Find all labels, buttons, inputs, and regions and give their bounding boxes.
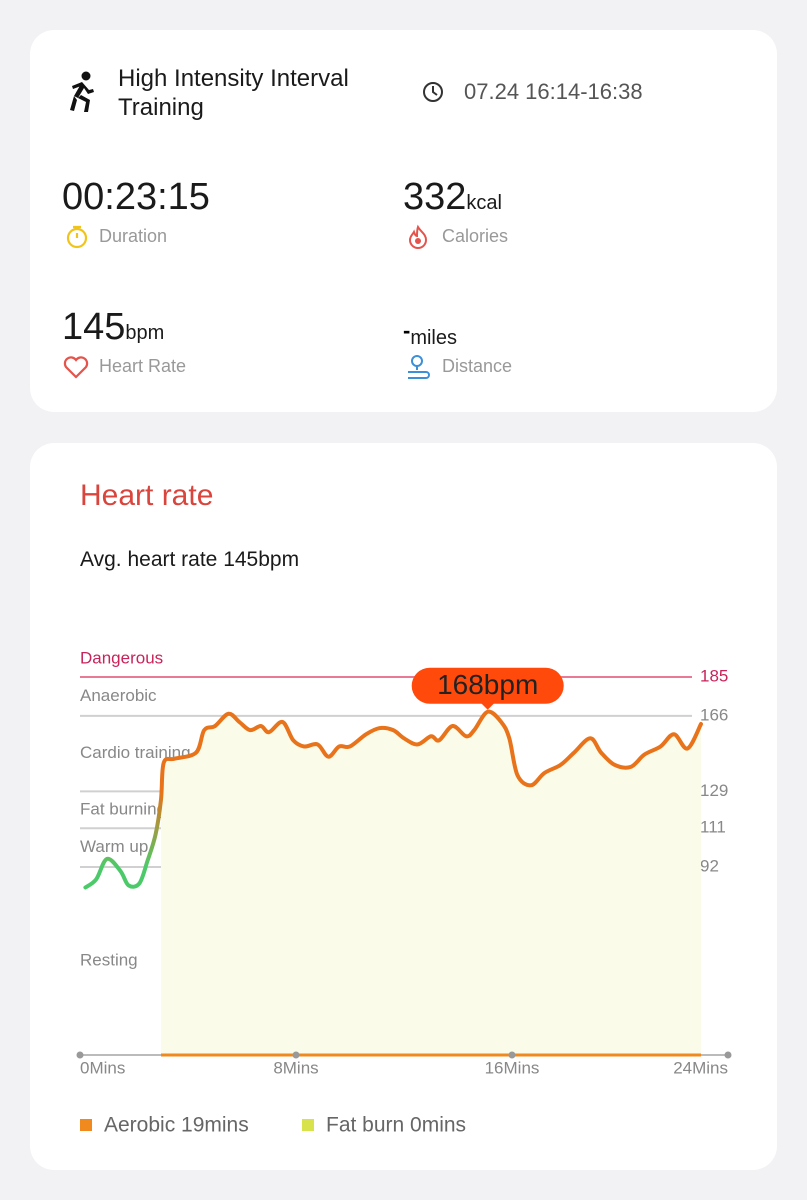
legend-swatch <box>80 1119 92 1131</box>
annotation-pointer <box>480 702 495 710</box>
zone-strip <box>161 1053 701 1057</box>
line <box>83 709 703 890</box>
stat: -miles <box>403 318 457 350</box>
summary-card <box>30 30 777 412</box>
stat-value: - <box>403 318 411 343</box>
distance-icon <box>408 355 430 379</box>
stat-value: 332 <box>403 176 467 218</box>
runner-icon <box>70 71 94 112</box>
workout-name: High Intensity Interval Training <box>118 65 349 121</box>
y-tick-label: 111 <box>700 818 726 837</box>
stat-label: Distance <box>442 356 513 376</box>
annotation-bubble <box>411 667 564 704</box>
y-tick-label: 92 <box>700 857 719 876</box>
legend-label: Fat burn 0mins <box>326 1114 466 1137</box>
legend-swatch <box>302 1119 314 1131</box>
stat-label: Heart Rate <box>99 356 187 376</box>
stat-unit: miles <box>410 327 457 349</box>
x-tick-label: 8Mins <box>273 1058 318 1077</box>
stat-unit: bpm <box>125 322 165 344</box>
zone-label: Dangerous <box>80 648 163 667</box>
y-tick-label: 166 <box>700 705 728 724</box>
stopwatch-icon <box>66 225 88 249</box>
x-tick-label: 24Mins <box>673 1058 728 1077</box>
stat-unit: kcal <box>466 192 502 214</box>
legend-label: Aerobic 19mins <box>104 1114 249 1137</box>
x-tick <box>292 1051 300 1059</box>
y-tick-label: 185 <box>700 666 728 685</box>
clock-icon <box>423 82 443 102</box>
zone-label: Resting <box>80 950 138 969</box>
x-tick <box>724 1051 732 1059</box>
stat-value: 00:23:15 <box>62 176 210 218</box>
workout-time: 07.24 16:14-16:38 <box>464 79 643 104</box>
stat-value: 145 <box>62 306 126 348</box>
flame-icon <box>408 224 428 249</box>
annotation-label: 168bpm <box>437 669 538 700</box>
stat-label: Duration <box>99 226 168 246</box>
zone-label: Fat burning <box>80 799 166 818</box>
y-tick-label: 129 <box>700 781 728 800</box>
x-tick <box>508 1051 516 1059</box>
zone-label: Cardio training <box>80 743 191 762</box>
x-tick <box>76 1051 84 1059</box>
stat-label: Calories <box>442 226 509 246</box>
zone-label: Warm up <box>80 837 148 856</box>
x-tick-label: 0Mins <box>80 1058 125 1077</box>
x-tick-label: 16Mins <box>485 1058 540 1077</box>
stat: 332kcal <box>403 176 502 219</box>
area <box>161 711 701 1055</box>
zone-label: Anaerobic <box>80 686 157 705</box>
average-heart-rate: Avg. heart rate 145bpm <box>80 548 300 571</box>
section-title: Heart rate <box>80 479 214 512</box>
heart-icon <box>63 356 89 379</box>
stat: 145bpm <box>62 306 164 349</box>
